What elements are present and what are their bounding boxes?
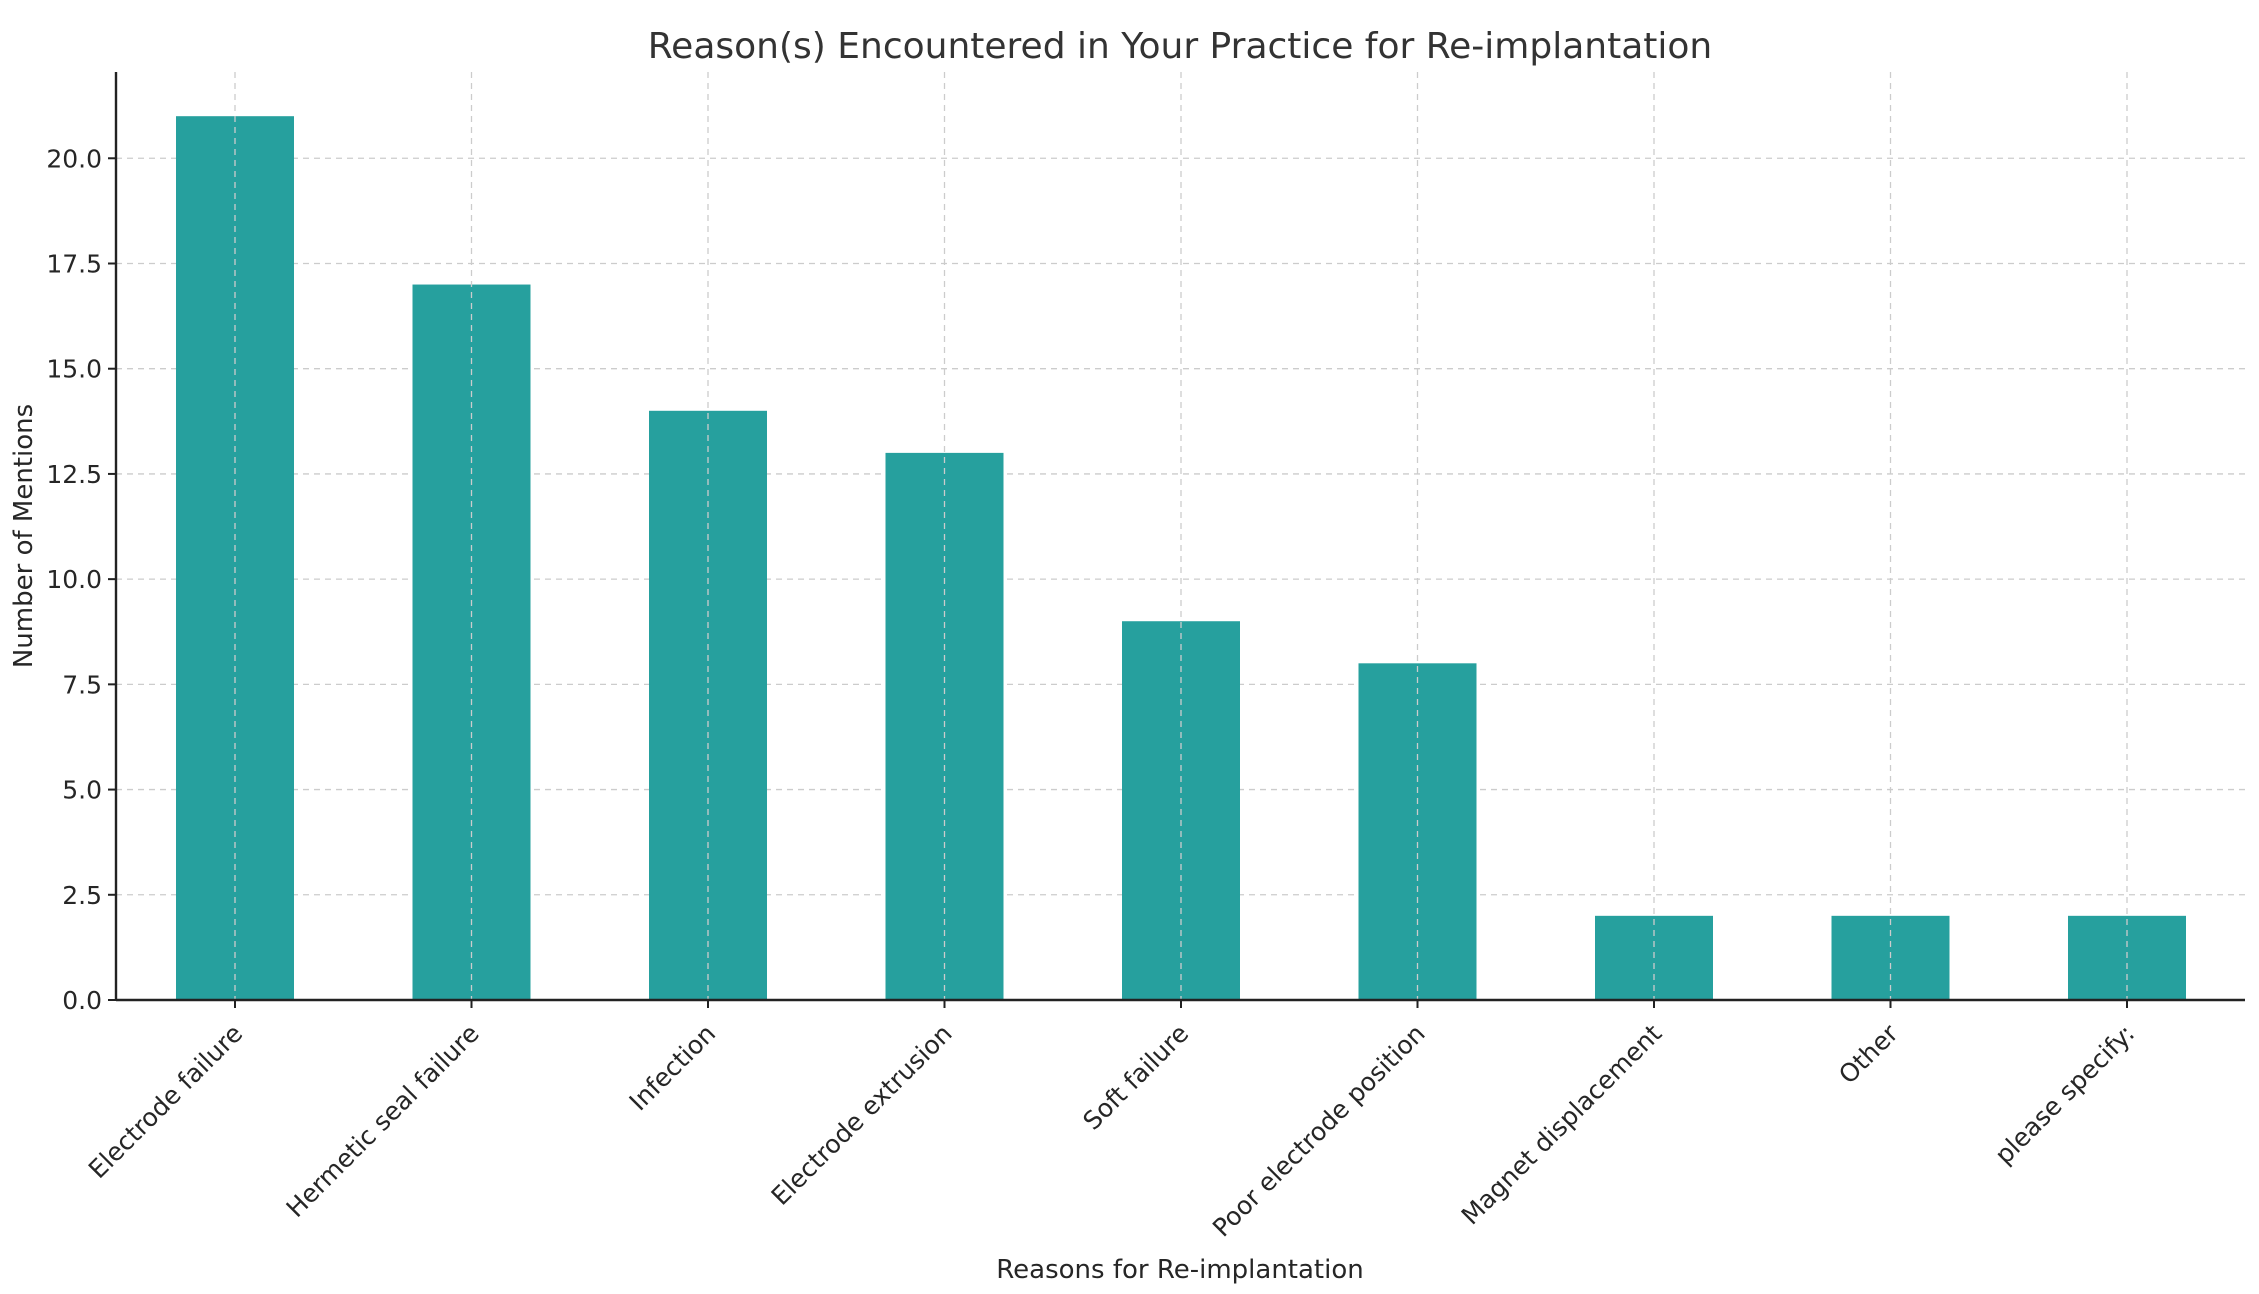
x-grid-lines [234,72,2128,1000]
x-tick-label: Hermetic seal failure [281,1019,485,1223]
x-tick-label: Magnet displacement [1456,1019,1668,1231]
y-tick-label: 10.0 [46,565,102,594]
y-tick-label: 0.0 [62,986,102,1015]
x-tick-label: Poor electrode position [1207,1019,1431,1243]
x-tick-label: Soft failure [1077,1019,1194,1136]
y-tick-label: 5.0 [62,776,102,805]
x-tick-label: Infection [624,1019,722,1117]
y-tick-label: 2.5 [62,881,102,910]
y-tick-label: 12.5 [46,460,102,489]
x-axis-label: Reasons for Re-implantation [996,1255,1363,1285]
y-tick-label: 15.0 [46,355,102,384]
axes [108,72,2245,1008]
x-tick-label: Electrode extrusion [766,1019,958,1211]
x-tick-label: please specify: [1989,1019,2140,1170]
y-tick-label: 17.5 [46,249,102,278]
y-tick-label: 20.0 [46,144,102,173]
y-axis-label: Number of Mentions [9,404,39,668]
chart-title: Reason(s) Encountered in Your Practice f… [648,26,1712,67]
y-tick-label: 7.5 [62,670,102,699]
x-tick-label: Electrode failure [83,1019,248,1184]
tick-labels: 0.0 2.5 5.0 7.5 10.0 12.5 15.0 17.5 20.0 Electrod… [46,144,2140,1242]
x-tick-label: Other [1833,1018,1904,1089]
